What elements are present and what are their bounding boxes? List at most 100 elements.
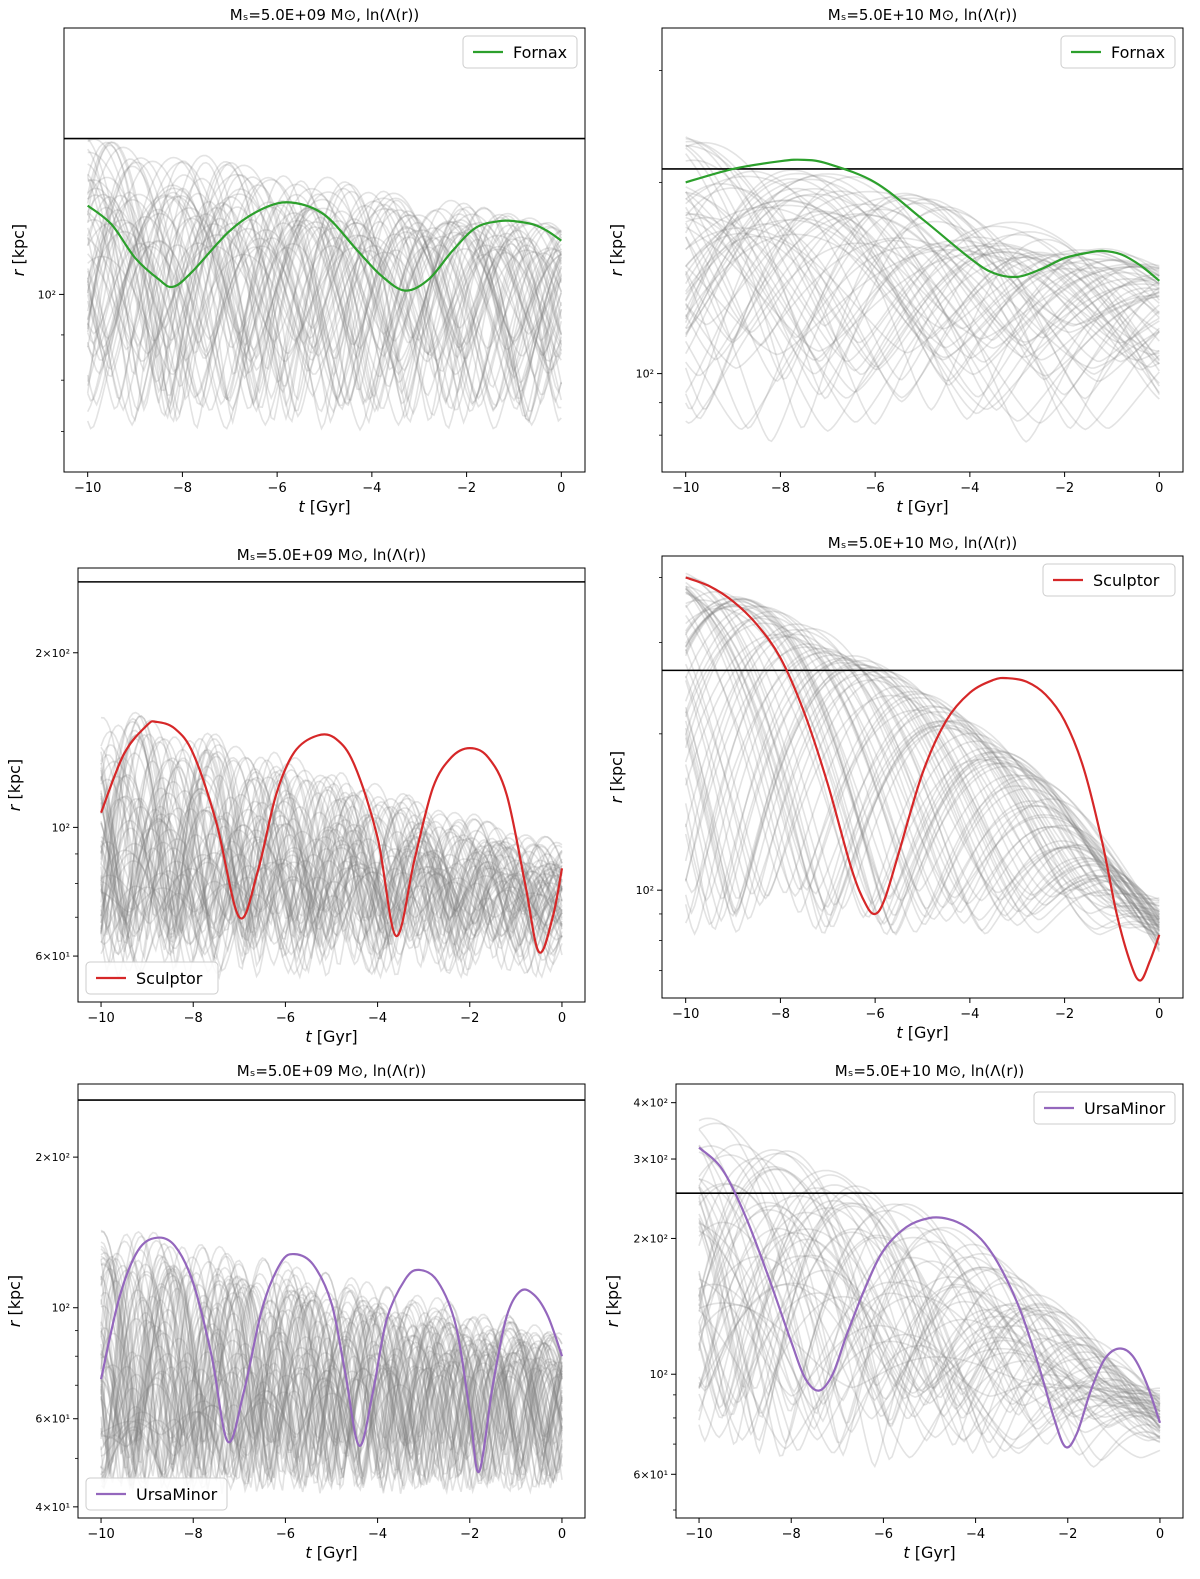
orbit-sample: [684, 622, 1160, 936]
orbit-sample: [87, 178, 563, 407]
x-axis-label: t [Gyr]: [903, 1543, 955, 1562]
orbit-sample: [87, 137, 562, 373]
x-axis-label: t [Gyr]: [305, 1027, 357, 1046]
orbit-sample: [100, 1295, 563, 1491]
orbit-sample: [86, 219, 562, 363]
orbit-sample: [86, 207, 562, 352]
orbit-sample: [698, 1178, 1161, 1431]
subplot-p3: −10 −8 −6 −4 −2 0 6×10¹ 10² 2×10² Mₛ=5.0E+09 M⊙, …: [5, 546, 586, 1046]
orbit-sample: [685, 588, 1160, 923]
orbit-sample: [698, 1168, 1161, 1461]
legend-label: UrsaMinor: [1084, 1099, 1166, 1118]
orbit-sample: [698, 1185, 1161, 1459]
orbit-sample: [100, 860, 563, 939]
orbit-sample: [684, 246, 1160, 431]
orbit-sample: [698, 1231, 1161, 1399]
orbit-sample: [685, 235, 1160, 399]
orbit-sample: [86, 165, 563, 431]
orbit-sample: [684, 666, 1161, 939]
orbit-sample: [100, 808, 563, 922]
orbit-sample: [698, 1145, 1161, 1398]
orbit-sample: [698, 1143, 1161, 1425]
orbit-sample: [86, 195, 562, 350]
x-tick-label: 0: [1155, 481, 1163, 496]
plot-area: [78, 581, 585, 981]
orbit-sample: [100, 1233, 563, 1467]
orbit-sample: [698, 1220, 1161, 1434]
orbit-sample: [87, 211, 563, 348]
y-tick-label: 10²: [636, 368, 654, 381]
orbit-sample: [100, 1355, 563, 1458]
orbit-sample: [100, 1367, 563, 1436]
orbit-sample: [100, 759, 563, 934]
orbit-sample: [698, 1295, 1161, 1442]
orbit-sample: [698, 1213, 1161, 1416]
y-tick-label: 10²: [52, 1302, 70, 1315]
orbit-sample: [685, 210, 1160, 398]
orbit-sample: [685, 190, 1160, 326]
orbit-sample: [86, 229, 563, 414]
orbit-sample: [685, 596, 1160, 936]
y-tick-label: 10²: [636, 884, 654, 897]
orbit-sample: [698, 1222, 1161, 1422]
orbit-sample: [100, 1324, 563, 1440]
orbit-sample: [685, 587, 1160, 901]
orbit-sample: [100, 775, 563, 941]
orbit-sample: [100, 801, 563, 981]
orbit-sample: [100, 1264, 563, 1464]
orbit-sample: [100, 847, 563, 974]
orbit-sample: [100, 1289, 563, 1451]
orbit-sample: [698, 1278, 1161, 1410]
orbit-sample: [685, 144, 1160, 372]
orbit-sample: [100, 842, 563, 919]
orbit-sample: [685, 605, 1160, 936]
orbit-sample: [698, 1200, 1160, 1392]
orbit-sample: [698, 1167, 1161, 1398]
highlight-orbit-sculptor: [685, 576, 1161, 982]
orbit-sample: [86, 242, 563, 398]
orbit-sample: [100, 744, 563, 943]
orbit-sample: [685, 187, 1160, 368]
orbit-sample: [698, 1184, 1161, 1446]
orbit-sample: [100, 734, 563, 918]
orbit-sample: [86, 141, 563, 422]
orbit-sample: [685, 603, 1160, 907]
orbit-sample: [698, 1183, 1161, 1445]
y-tick-label: 10²: [52, 821, 70, 834]
orbit-sample: [100, 1363, 563, 1491]
y-tick-label: 3×10²: [633, 1153, 668, 1166]
orbit-sample: [685, 175, 1160, 363]
orbit-sample: [100, 1257, 563, 1486]
orbit-sample: [100, 1355, 563, 1495]
orbit-sample: [100, 1336, 563, 1478]
orbit-sample: [100, 1270, 563, 1495]
orbit-sample: [100, 715, 563, 941]
orbit-sample: [100, 1248, 563, 1467]
orbit-sample: [698, 1208, 1161, 1419]
orbit-sample: [684, 598, 1160, 935]
orbit-sample: [685, 232, 1160, 371]
orbit-sample: [87, 187, 563, 419]
orbit-sample: [684, 629, 1160, 944]
orbit-sample: [698, 1221, 1161, 1443]
x-tick-label: −6: [866, 1007, 885, 1022]
orbit-sample: [86, 174, 563, 347]
legend: UrsaMinor: [1033, 1091, 1176, 1125]
orbit-sample: [684, 597, 1160, 918]
orbit-sample: [100, 717, 563, 940]
orbit-sample: [100, 805, 563, 935]
orbit-sample: [100, 1331, 563, 1444]
orbit-sample: [684, 659, 1160, 936]
orbit-sample: [685, 213, 1160, 396]
highlight-orbit-ursaminor: [99, 1236, 564, 1473]
orbit-sample: [86, 221, 563, 389]
orbit-sample: [685, 585, 1160, 911]
orbit-sample: [685, 242, 1160, 425]
orbit-sample: [684, 673, 1161, 950]
x-tick-label: −2: [457, 481, 476, 496]
orbit-sample: [100, 760, 563, 915]
orbit-sample: [685, 597, 1160, 904]
orbit-sample: [100, 813, 563, 936]
orbit-sample: [100, 1342, 563, 1493]
orbit-sample: [100, 1326, 563, 1489]
